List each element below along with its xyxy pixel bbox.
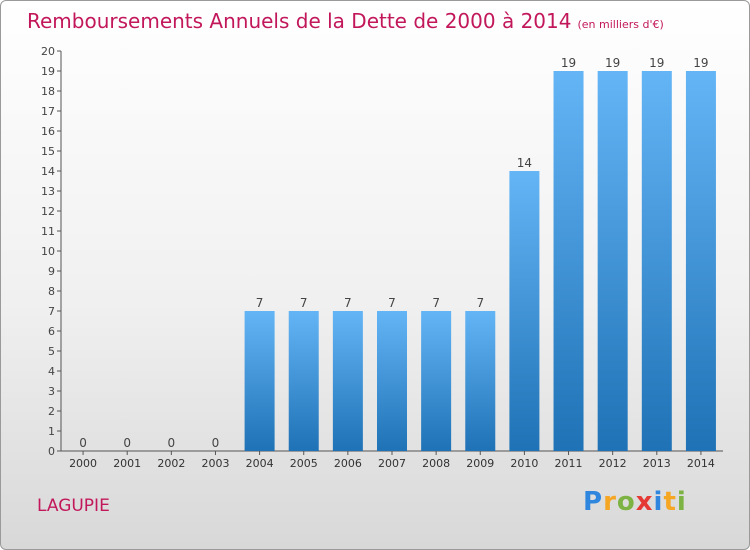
bar xyxy=(288,311,319,451)
bar xyxy=(332,311,363,451)
bar xyxy=(553,71,584,451)
y-tick-label: 14 xyxy=(41,165,55,178)
bar-value-label: 7 xyxy=(300,296,308,310)
bar xyxy=(641,71,672,451)
logo-letter: x xyxy=(635,487,654,517)
x-tick-label: 2006 xyxy=(334,457,362,470)
x-tick-label: 2001 xyxy=(113,457,141,470)
x-tick-label: 2008 xyxy=(422,457,450,470)
x-tick-label: 2004 xyxy=(246,457,274,470)
bar-value-label: 0 xyxy=(212,436,220,450)
x-tick-label: 2010 xyxy=(510,457,538,470)
bar-value-label: 19 xyxy=(561,56,576,70)
x-tick-label: 2012 xyxy=(599,457,627,470)
y-tick-label: 5 xyxy=(48,345,55,358)
logo-letter: P xyxy=(583,487,604,517)
bar-value-label: 19 xyxy=(693,56,708,70)
x-tick-label: 2005 xyxy=(290,457,318,470)
bar-value-label: 0 xyxy=(168,436,176,450)
commune-name: LAGUPIE xyxy=(37,496,110,516)
y-tick-label: 16 xyxy=(41,125,55,138)
bar-value-label: 0 xyxy=(123,436,131,450)
bar-value-label: 19 xyxy=(649,56,664,70)
y-tick-label: 3 xyxy=(48,385,55,398)
y-tick-label: 2 xyxy=(48,405,55,418)
y-tick-label: 1 xyxy=(48,425,55,438)
y-tick-label: 11 xyxy=(41,225,55,238)
bar-value-label: 7 xyxy=(388,296,396,310)
y-tick-label: 4 xyxy=(48,365,55,378)
unit-label: (en milliers d'€) xyxy=(577,18,664,31)
x-tick-label: 2014 xyxy=(687,457,715,470)
y-tick-label: 10 xyxy=(41,245,55,258)
bar xyxy=(685,71,716,451)
bar xyxy=(244,311,275,451)
title-text: Remboursements Annuels de la Dette de 20… xyxy=(27,9,572,33)
y-tick-label: 13 xyxy=(41,185,55,198)
bar xyxy=(377,311,407,451)
bar-value-label: 7 xyxy=(476,296,484,310)
y-tick-label: 9 xyxy=(48,265,55,278)
bar xyxy=(597,71,628,451)
bar-value-label: 19 xyxy=(605,56,620,70)
bar-value-label: 7 xyxy=(344,296,352,310)
logo-letter: t xyxy=(663,487,677,517)
y-tick-label: 12 xyxy=(41,205,55,218)
bar-value-label: 14 xyxy=(517,156,532,170)
x-tick-label: 2011 xyxy=(555,457,583,470)
proxiti-logo: Proxiti xyxy=(583,487,687,517)
chart-title: Remboursements Annuels de la Dette de 20… xyxy=(27,9,664,33)
x-tick-label: 2000 xyxy=(69,457,97,470)
y-tick-label: 20 xyxy=(41,45,55,58)
bar xyxy=(421,311,452,451)
logo-letter: i xyxy=(676,487,687,517)
x-tick-label: 2009 xyxy=(466,457,494,470)
y-tick-label: 15 xyxy=(41,145,55,158)
y-tick-label: 7 xyxy=(48,305,55,318)
bar-value-label: 7 xyxy=(256,296,264,310)
y-tick-label: 19 xyxy=(41,65,55,78)
bar-value-label: 7 xyxy=(432,296,440,310)
bar-value-label: 0 xyxy=(79,436,87,450)
x-tick-label: 2003 xyxy=(201,457,229,470)
y-tick-label: 0 xyxy=(48,445,55,458)
logo-letter: o xyxy=(616,487,636,517)
logo-letter: i xyxy=(653,487,664,517)
bar xyxy=(465,311,496,451)
y-tick-label: 17 xyxy=(41,105,55,118)
x-tick-label: 2007 xyxy=(378,457,406,470)
x-tick-label: 2013 xyxy=(643,457,671,470)
y-tick-label: 6 xyxy=(48,325,55,338)
y-tick-label: 8 xyxy=(48,285,55,298)
logo-letter: r xyxy=(603,487,617,517)
bar xyxy=(509,171,540,451)
x-tick-label: 2002 xyxy=(157,457,185,470)
y-tick-label: 18 xyxy=(41,85,55,98)
